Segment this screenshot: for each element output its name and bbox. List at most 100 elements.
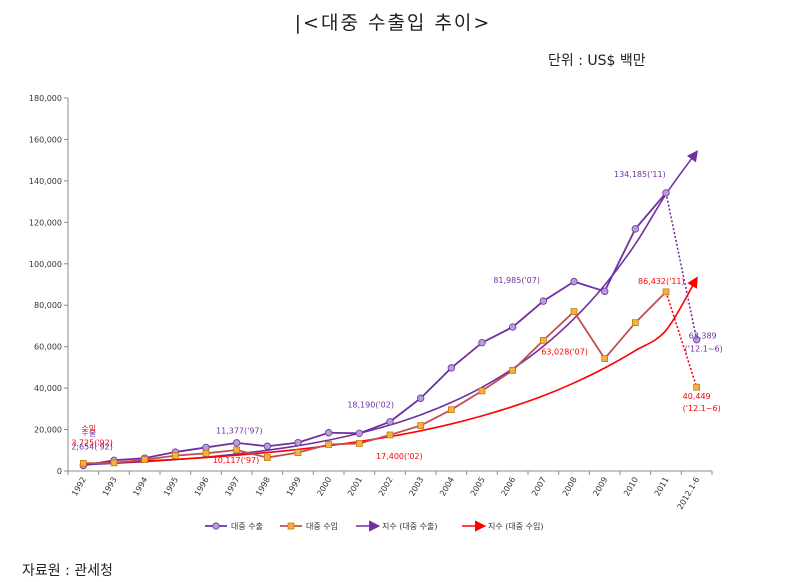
export-line	[83, 192, 667, 467]
x-tick-label: 2006	[499, 476, 517, 498]
export-point	[324, 429, 333, 437]
export-point	[263, 442, 272, 450]
import-partial-year-line	[665, 291, 698, 388]
annotations: 수입 3,725('92)수출 2,654('92) 11,377('97) 10,11…	[71, 170, 722, 465]
export-point	[600, 287, 609, 296]
import-point	[325, 441, 333, 448]
data-label: 86,432('11)	[638, 277, 685, 286]
data-label: 10,117('97)	[213, 456, 260, 465]
export-point	[631, 225, 640, 233]
import-point	[171, 452, 179, 460]
data-label: 81,985('07)	[493, 276, 540, 285]
data-series	[79, 189, 701, 470]
import-point	[202, 449, 210, 457]
export-point	[202, 443, 210, 452]
x-tick-label: 1999	[285, 476, 303, 498]
y-tick-label: 0	[57, 467, 62, 476]
legend-marker	[212, 522, 220, 530]
import-point	[570, 308, 578, 315]
import-point	[263, 454, 271, 461]
x-tick-label: 2003	[407, 476, 425, 498]
data-label: 수출	[81, 428, 96, 438]
legend-item: 지수 (대중 수입)	[462, 520, 544, 532]
y-tick-label: 100,000	[29, 260, 62, 269]
data-label: ('12.1~6)	[683, 404, 721, 413]
unit-label: 단위 : US$ 백만	[548, 53, 646, 69]
x-tick-label: 1994	[131, 476, 149, 498]
import-point	[662, 288, 670, 296]
import-point	[233, 446, 241, 454]
x-axis: 1992 1993 1994 1995 1996 1997 1998 1999 2000 2001…	[67, 470, 713, 512]
import-point	[294, 449, 302, 456]
import-point	[447, 406, 455, 414]
legend-item: 대중 수입	[280, 522, 338, 531]
y-tick-label: 60,000	[34, 343, 62, 352]
import-point	[110, 459, 118, 467]
x-tick-label: 2010	[622, 476, 640, 498]
x-tick-label: 1996	[193, 476, 211, 498]
export-point	[294, 438, 302, 447]
import-point	[693, 383, 701, 391]
data-label: 63,028('07)	[541, 347, 588, 356]
x-tick-label: 1993	[101, 476, 119, 498]
legend-item: 지수 (대중 수출)	[356, 520, 438, 532]
data-label: 17,400('02)	[376, 452, 423, 461]
import-point	[631, 319, 639, 327]
export-point	[447, 364, 456, 372]
trend-lines	[83, 150, 698, 466]
data-label: 40,449	[683, 392, 711, 401]
export-partial-year-line	[665, 192, 698, 340]
data-label: 수입	[81, 424, 96, 433]
export-point	[416, 394, 425, 402]
x-tick-label: 2011	[653, 476, 671, 498]
x-tick-label: 1997	[223, 476, 241, 498]
y-tick-label: 140,000	[29, 177, 62, 186]
import-point	[386, 431, 394, 439]
import-point	[539, 337, 547, 344]
legend-marker	[287, 522, 295, 530]
data-label: 134,185('11)	[614, 170, 666, 179]
x-tick-label: 1998	[254, 476, 272, 498]
import-point	[601, 355, 609, 362]
x-tick-label: 2012.1-6	[676, 476, 702, 512]
legend-label: 지수 (대중 수입)	[488, 522, 544, 531]
data-label: 2,654('92)	[71, 443, 113, 452]
import-point	[478, 387, 486, 395]
x-tick-label: 1995	[162, 476, 180, 498]
import-point	[355, 440, 363, 447]
data-label: 63,389	[689, 332, 717, 341]
import-point	[417, 422, 425, 429]
export-point	[478, 338, 486, 347]
import-point	[509, 367, 517, 374]
export-point	[570, 277, 578, 286]
export-point	[386, 418, 394, 426]
export-point	[539, 297, 548, 305]
data-label: 18,190('02)	[347, 400, 394, 409]
export-point	[232, 439, 241, 447]
export-point	[508, 323, 517, 331]
export-point	[692, 335, 701, 344]
y-tick-label: 20,000	[34, 426, 62, 435]
x-tick-label: 2008	[561, 476, 579, 498]
x-tick-label: 2001	[346, 476, 364, 498]
x-tick-label: 1992	[70, 476, 88, 498]
x-tick-label: 2002	[377, 476, 395, 498]
x-tick-label: 2004	[438, 476, 456, 498]
legend: 대중 수출 대중 수입 지수 (대중 수출) 지수 (대중 수입)	[205, 520, 544, 532]
x-tick-label: 2000	[315, 476, 333, 498]
legend-label: 대중 수입	[306, 522, 338, 531]
data-label: ('12.1~6)	[685, 345, 723, 354]
trend-line-export	[83, 150, 698, 466]
y-tick-label: 120,000	[29, 218, 62, 227]
x-tick-label: 2007	[530, 476, 548, 498]
x-tick-label: 2005	[469, 476, 487, 498]
y-tick-label: 160,000	[29, 135, 62, 144]
legend-label: 지수 (대중 수출)	[382, 521, 438, 531]
y-tick-label: 80,000	[34, 301, 62, 310]
legend-item: 대중 수출	[205, 521, 263, 531]
x-tick-label: 2009	[591, 476, 609, 498]
y-tick-label: 180,000	[29, 94, 62, 103]
page-title: |<대중 수출입 추이>	[294, 12, 492, 34]
y-tick-label: 40,000	[34, 384, 62, 393]
